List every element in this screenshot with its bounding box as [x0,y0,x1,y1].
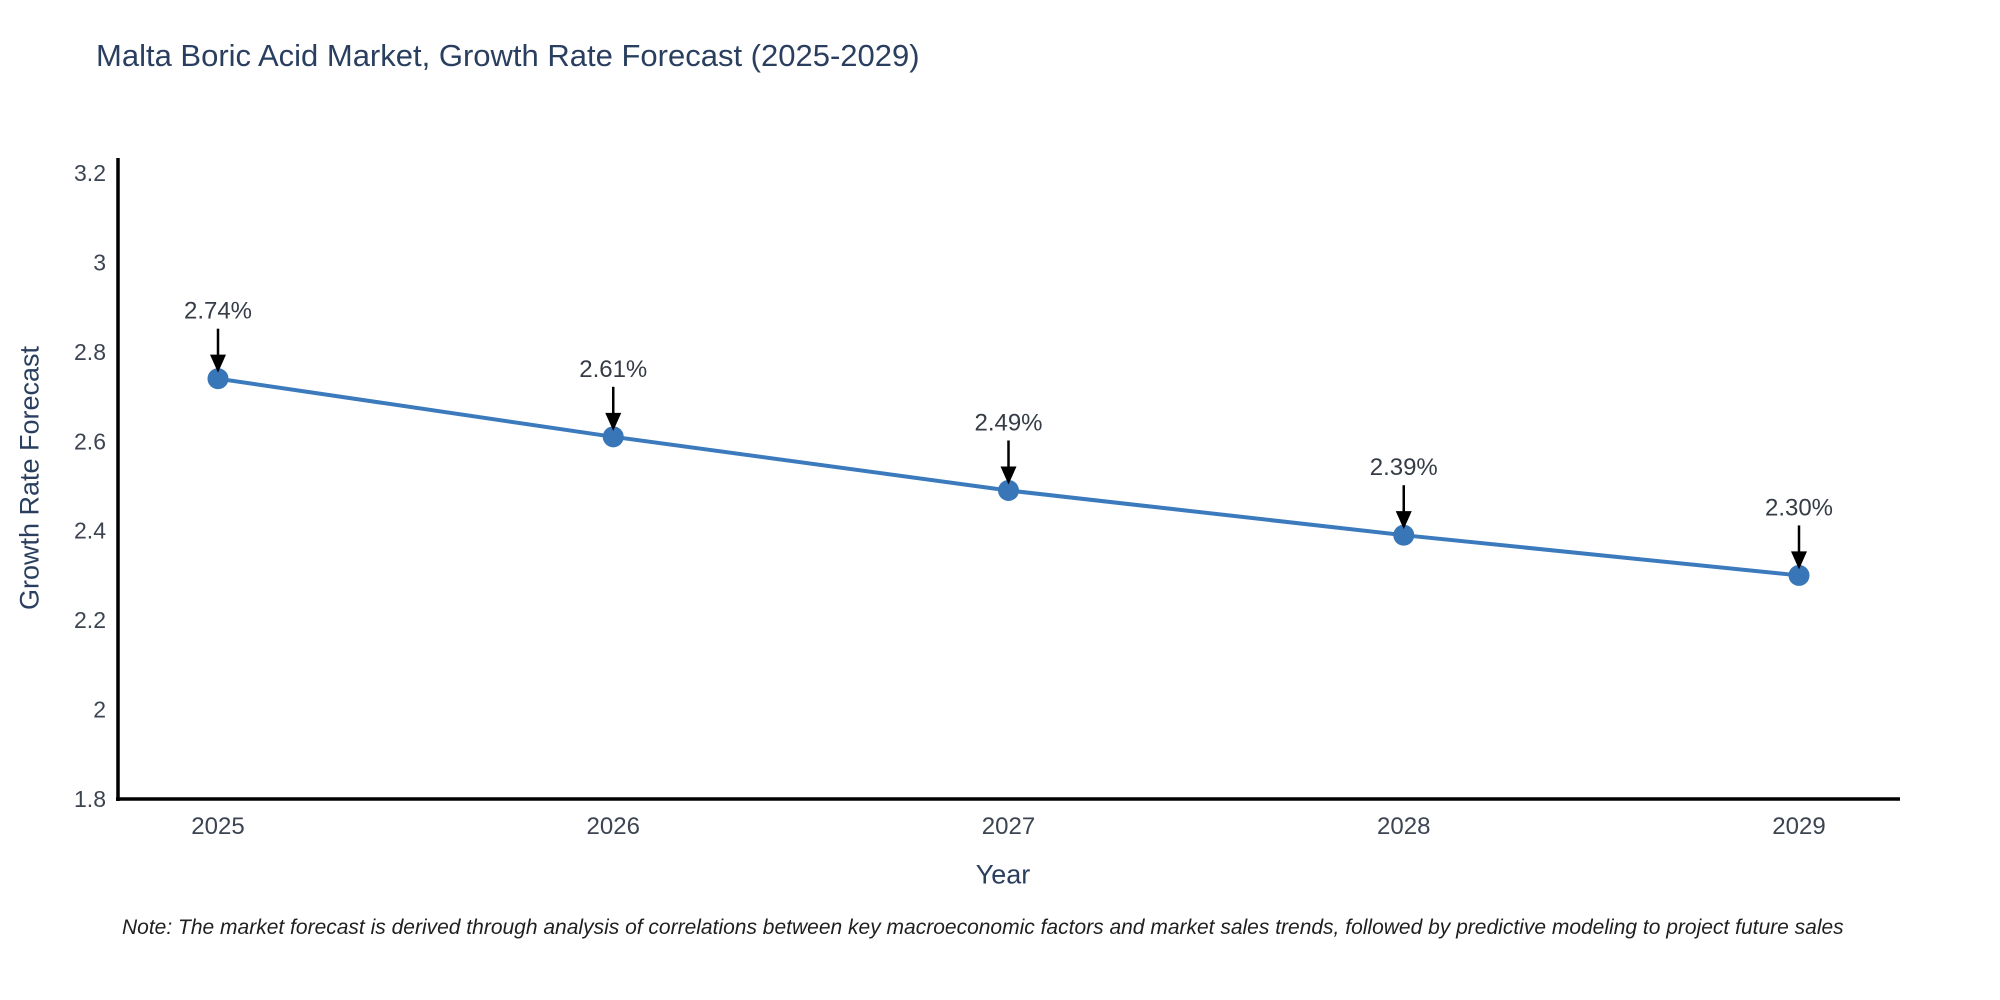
footnote: Note: The market forecast is derived thr… [122,916,1844,939]
annotation-label: 2.49% [974,409,1042,436]
y-tick-label: 2.8 [74,339,106,365]
data-point-marker [1393,524,1415,546]
y-axis-title: Growth Rate Forecast [14,345,45,611]
annotation-label: 2.39% [1370,454,1438,481]
data-point-marker [602,426,624,448]
y-tick-label: 3 [93,249,106,275]
annotation-label: 2.30% [1765,494,1833,521]
data-point-marker [998,479,1019,501]
x-tick-label: 2029 [1772,813,1825,840]
x-tick-label: 2027 [982,813,1035,840]
y-tick-label: 2.6 [74,428,106,454]
x-axis-title: Year [975,859,1031,890]
data-point-marker [1788,564,1810,586]
annotation-arrow-head-icon [605,412,622,431]
annotation-arrow-head-icon [1000,466,1017,485]
x-tick-label: 2025 [191,813,244,840]
x-tick-label: 2028 [1377,813,1430,840]
y-tick-label: 2.4 [74,518,106,544]
y-tick-label: 3.2 [74,160,106,186]
data-point-marker [207,368,229,390]
annotation-label: 2.74% [184,298,252,325]
annotation-label: 2.61% [579,356,647,383]
x-tick-label: 2026 [587,813,640,840]
y-tick-label: 2.2 [74,607,106,633]
y-tick-label: 1.8 [74,786,106,812]
chart-title: Malta Boric Acid Market, Growth Rate For… [96,38,920,73]
annotation-arrow-head-icon [210,354,226,373]
annotation-arrow-head-icon [1395,511,1412,530]
y-tick-label: 2 [93,697,106,723]
annotation-arrow-head-icon [1791,551,1807,570]
